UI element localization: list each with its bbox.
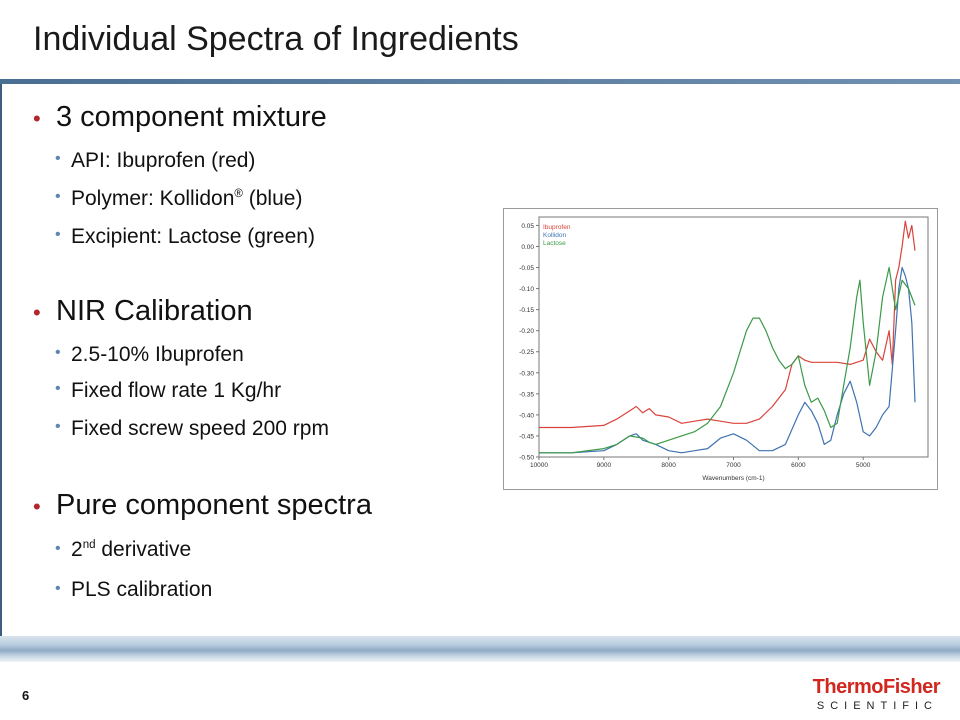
y-tick-label: 0.05 <box>521 223 534 230</box>
y-tick-label: -0.30 <box>519 370 534 377</box>
sub-bullet-marker: • <box>55 418 61 435</box>
sub-bullet-marker: • <box>55 380 61 397</box>
sub-bullet-marker: • <box>55 188 61 205</box>
bullet-marker: • <box>33 300 41 325</box>
x-tick-label: 7000 <box>726 462 741 469</box>
sub-bullet-marker: • <box>55 226 61 243</box>
sub-bullet-marker: • <box>55 540 61 557</box>
bullet-heading-pure: Pure component spectra <box>56 489 372 521</box>
footer-band <box>0 636 960 662</box>
series-line-kollidon <box>539 266 916 454</box>
bullet-screw-speed: Fixed screw speed 200 rpm <box>71 417 329 440</box>
x-tick-label: 5000 <box>856 462 871 469</box>
bullet-marker: • <box>33 494 41 519</box>
x-tick-label: 9000 <box>597 462 612 469</box>
bullet-marker: • <box>33 106 41 131</box>
bullet-heading-nir: NIR Calibration <box>56 295 253 327</box>
y-tick-label: -0.05 <box>519 265 534 272</box>
x-tick-label: 6000 <box>791 462 806 469</box>
legend-entry-ibuprofen: Ibuprofen <box>543 224 571 231</box>
legend-entry-lactose: Lactose <box>543 240 566 247</box>
y-tick-label: -0.20 <box>519 328 534 335</box>
bullet-ibuprofen-range: 2.5-10% Ibuprofen <box>71 343 244 366</box>
y-tick-label: -0.45 <box>519 433 534 440</box>
legend-entry-kollidon: Kollidon <box>543 232 567 239</box>
derivative-ordinal: nd <box>82 539 96 551</box>
polymer-color-note: (blue) <box>242 187 303 210</box>
left-edge-line <box>0 84 2 644</box>
derivative-number: 2 <box>71 538 83 561</box>
y-tick-label: -0.10 <box>519 286 534 293</box>
polymer-text: Polymer: Kollidon <box>71 187 235 210</box>
registered-mark: ® <box>234 188 243 200</box>
slide-title: Individual Spectra of Ingredients <box>33 20 519 58</box>
bullet-excipient: Excipient: Lactose (green) <box>71 225 315 248</box>
bullet-derivative: 2nd derivative <box>71 538 191 562</box>
y-tick-label: -0.50 <box>519 455 534 462</box>
thermo-fisher-logo: ThermoFisher SCIENTIFIC <box>800 676 941 716</box>
plot-frame <box>538 216 929 458</box>
bullet-heading-mixture: 3 component mixture <box>56 101 327 133</box>
spectra-chart: 0.05 0.00 -0.05 -0.10 -0.15 -0.20 -0.25 -0.30 -0… <box>503 208 938 490</box>
title-divider <box>0 79 960 84</box>
y-tick-label: -0.15 <box>519 307 534 314</box>
sub-bullet-marker: • <box>55 150 61 167</box>
y-tick-label: 0.00 <box>521 244 534 251</box>
y-tick-label: -0.25 <box>519 349 534 356</box>
derivative-text: derivative <box>95 538 192 561</box>
x-tick-label: 8000 <box>661 462 676 469</box>
bullet-api: API: Ibuprofen (red) <box>71 149 256 172</box>
y-tick-label: -0.35 <box>519 391 534 398</box>
sub-bullet-marker: • <box>55 580 61 597</box>
bullet-flow-rate: Fixed flow rate 1 Kg/hr <box>71 379 282 402</box>
logo-wordmark: ThermoFisher <box>812 676 941 698</box>
x-tick-label: 10000 <box>530 462 548 469</box>
bullet-polymer: Polymer: Kollidon® (blue) <box>71 187 302 211</box>
page-number: 6 <box>22 688 30 703</box>
bullet-pls: PLS calibration <box>71 578 213 601</box>
spectra-chart-svg: 0.05 0.00 -0.05 -0.10 -0.15 -0.20 -0.25 -0.30 -0… <box>519 216 929 482</box>
sub-bullet-marker: • <box>55 344 61 361</box>
series-line-lactose <box>539 266 916 454</box>
y-tick-label: -0.40 <box>519 412 534 419</box>
x-axis-label: Wavenumbers (cm-1) <box>702 475 764 482</box>
series-line-ibuprofen <box>539 220 916 429</box>
logo-subtitle: SCIENTIFIC <box>816 700 938 712</box>
